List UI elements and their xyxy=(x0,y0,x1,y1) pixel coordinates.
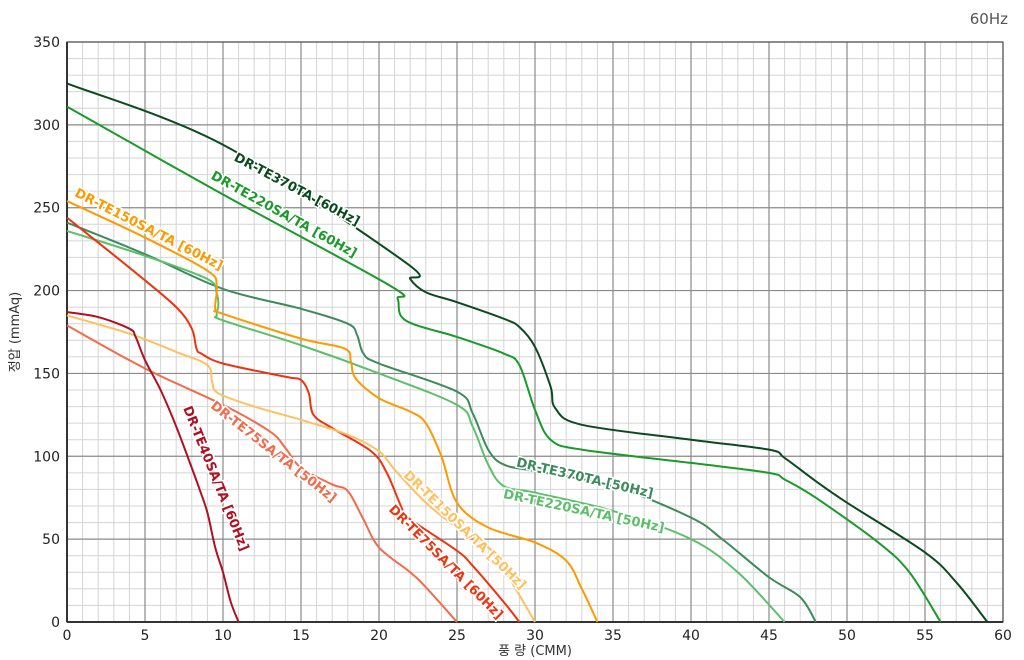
x-tick-label: 15 xyxy=(292,628,310,644)
y-tick-label: 300 xyxy=(33,118,60,134)
x-tick-label: 60 xyxy=(994,628,1012,644)
x-tick-label: 30 xyxy=(526,628,544,644)
series-line-2 xyxy=(66,221,817,623)
x-tick-labels: 0 5 10 15 20 25 30 35 40 45 50 55 60 xyxy=(63,628,1012,644)
series-lines xyxy=(66,82,989,623)
series-line-5 xyxy=(66,216,521,623)
y-tick-labels: 0 50 100 150 200 250 300 350 xyxy=(33,35,60,631)
y-tick-label: 150 xyxy=(33,366,60,382)
y-axis-label: 정압 (mmAq) xyxy=(8,292,23,372)
x-tick-label: 40 xyxy=(682,628,700,644)
series-line-4 xyxy=(66,200,599,623)
x-tick-label: 10 xyxy=(214,628,232,644)
x-tick-label: 0 xyxy=(63,628,72,644)
y-tick-label: 50 xyxy=(42,532,60,548)
y-tick-label: 250 xyxy=(33,201,60,217)
series-line-8 xyxy=(66,311,240,623)
x-tick-label: 35 xyxy=(604,628,622,644)
x-tick-label: 50 xyxy=(838,628,856,644)
x-axis-label: 풍 량 (CMM) xyxy=(498,644,572,659)
series-line-0 xyxy=(66,82,989,623)
chart-title: 60Hz xyxy=(970,10,1008,28)
x-tick-label: 20 xyxy=(370,628,388,644)
y-tick-label: 350 xyxy=(33,35,60,51)
series-label: DR-TE150SA/TA [60Hz] xyxy=(72,186,225,274)
x-tick-label: 5 xyxy=(141,628,150,644)
x-tick-label: 55 xyxy=(916,628,934,644)
series-line-1 xyxy=(66,105,942,623)
y-tick-label: 200 xyxy=(33,284,60,300)
series-line-6 xyxy=(66,324,458,623)
y-tick-label: 100 xyxy=(33,449,60,465)
series-line-7 xyxy=(66,314,536,623)
x-tick-label: 45 xyxy=(760,628,778,644)
y-tick-label: 0 xyxy=(51,615,60,631)
x-tick-label: 25 xyxy=(448,628,466,644)
